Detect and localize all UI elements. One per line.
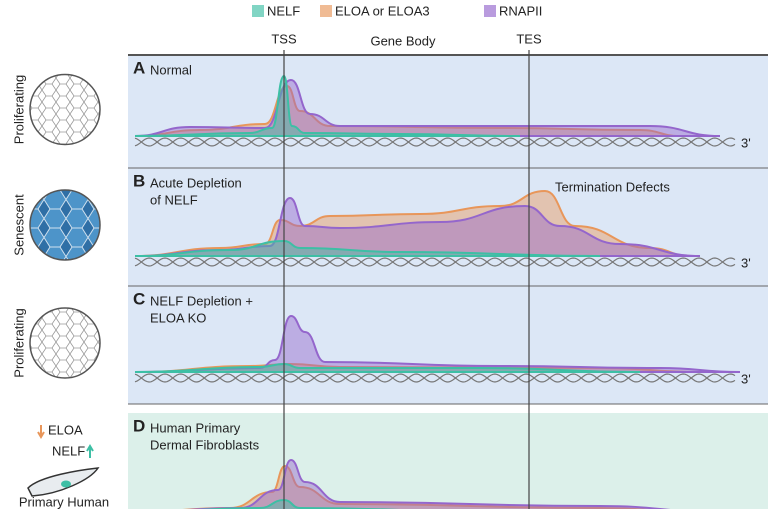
legend-swatch: [252, 5, 264, 17]
panel-title: NELF Depletion +: [150, 293, 253, 308]
eloa-key: ELOA: [48, 422, 83, 437]
panel-title: Acute Depletion: [150, 175, 242, 190]
gene-body-label: Gene Body: [370, 33, 436, 48]
profile-nelf: [134, 74, 521, 137]
cell-disc: [29, 307, 101, 379]
dna-strand: [134, 257, 736, 267]
panel-background: [128, 286, 768, 404]
panel-title: ELOA KO: [150, 310, 206, 325]
panel-letter: A: [133, 58, 145, 77]
legend-swatch: [484, 5, 496, 17]
panel-title: Dermal Fibroblasts: [150, 437, 260, 452]
cell-disc: [29, 73, 101, 146]
three-prime-label: 3': [741, 255, 751, 270]
tes-label: TES: [516, 31, 542, 46]
fibroblast-nucleus: [61, 480, 71, 488]
tss-label: TSS: [271, 31, 297, 46]
legend-label: NELF: [267, 3, 300, 18]
profile-group: [134, 74, 721, 137]
panel-title: of NELF: [150, 192, 198, 207]
profile-nelf: [197, 498, 401, 509]
cell-disc: [29, 189, 101, 261]
legend-label: RNAPII: [499, 3, 542, 18]
profile-rna: [134, 78, 721, 137]
dna-strand: [134, 373, 736, 383]
profile-group: [182, 458, 671, 509]
panel-letter: B: [133, 171, 145, 190]
up-arrow: [86, 444, 94, 458]
cell-key-label: Primary Human: [19, 494, 109, 509]
three-prime-label: 3': [741, 371, 751, 386]
panel-letter: D: [133, 416, 145, 435]
profile-group: [134, 189, 701, 257]
panel-title: Normal: [150, 62, 192, 77]
profile-nelf: [134, 362, 641, 373]
legend-swatch: [320, 5, 332, 17]
cell-state-label: Proliferating: [11, 308, 26, 377]
panel-letter: C: [133, 289, 145, 308]
panel-background: [128, 55, 768, 168]
cell-state-label: Senescent: [11, 194, 26, 256]
down-arrow: [37, 425, 45, 439]
panel-background: [128, 413, 768, 509]
dna-strand: [134, 257, 736, 267]
cell-state-label: Proliferating: [11, 75, 26, 144]
panel-title: Human Primary: [150, 420, 241, 435]
dna-strand: [134, 137, 736, 147]
three-prime-label: 3': [741, 135, 751, 150]
termination-note: Termination Defects: [555, 179, 670, 194]
legend-label: ELOA or ELOA3: [335, 3, 430, 18]
dna-strand: [134, 373, 736, 383]
nelf-key: NELF: [52, 443, 85, 458]
profile-nelf: [134, 239, 601, 257]
dna-strand: [134, 137, 736, 147]
profile-group: [134, 314, 741, 373]
